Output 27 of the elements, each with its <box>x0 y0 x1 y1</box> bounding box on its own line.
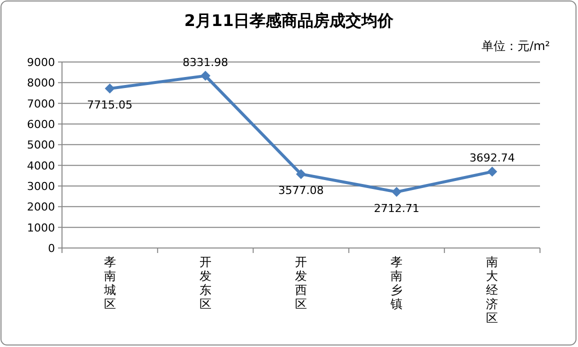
y-tick-label: 6000 <box>27 118 55 131</box>
data-label: 7715.05 <box>87 98 133 112</box>
x-tick-label: 南大经济区 <box>486 255 498 325</box>
y-tick-label: 2000 <box>27 200 55 214</box>
y-tick-label: 3000 <box>27 180 55 193</box>
y-tick-label: 5000 <box>27 138 55 152</box>
point <box>296 169 306 180</box>
x-tick-label: 孝南城区 <box>102 255 116 311</box>
data-label: 2712.71 <box>374 202 420 215</box>
x-tick-label: 开发东区 <box>199 255 212 311</box>
data-label: 3577.08 <box>278 184 324 198</box>
point <box>487 166 498 177</box>
x-tick-label: 开发西区 <box>295 255 307 311</box>
chart-title: 2月11日孝感商品房成交均价 <box>184 11 395 30</box>
y-tick-label: 1000 <box>27 221 55 234</box>
y-tick-label: 7000 <box>27 97 55 110</box>
y-tick-label: 8000 <box>27 76 55 90</box>
point <box>200 70 210 81</box>
point <box>392 186 402 197</box>
x-tick-label: 孝南乡镇 <box>390 255 403 311</box>
y-tick-label: 0 <box>48 242 55 255</box>
text: 单位：元/m² <box>481 39 550 53</box>
data-label: 3692.74 <box>469 152 515 165</box>
y-tick-label: 9000 <box>27 56 55 69</box>
data-label: 8331.98 <box>182 56 228 69</box>
y-tick-label: 4000 <box>27 159 55 172</box>
point <box>104 84 115 94</box>
